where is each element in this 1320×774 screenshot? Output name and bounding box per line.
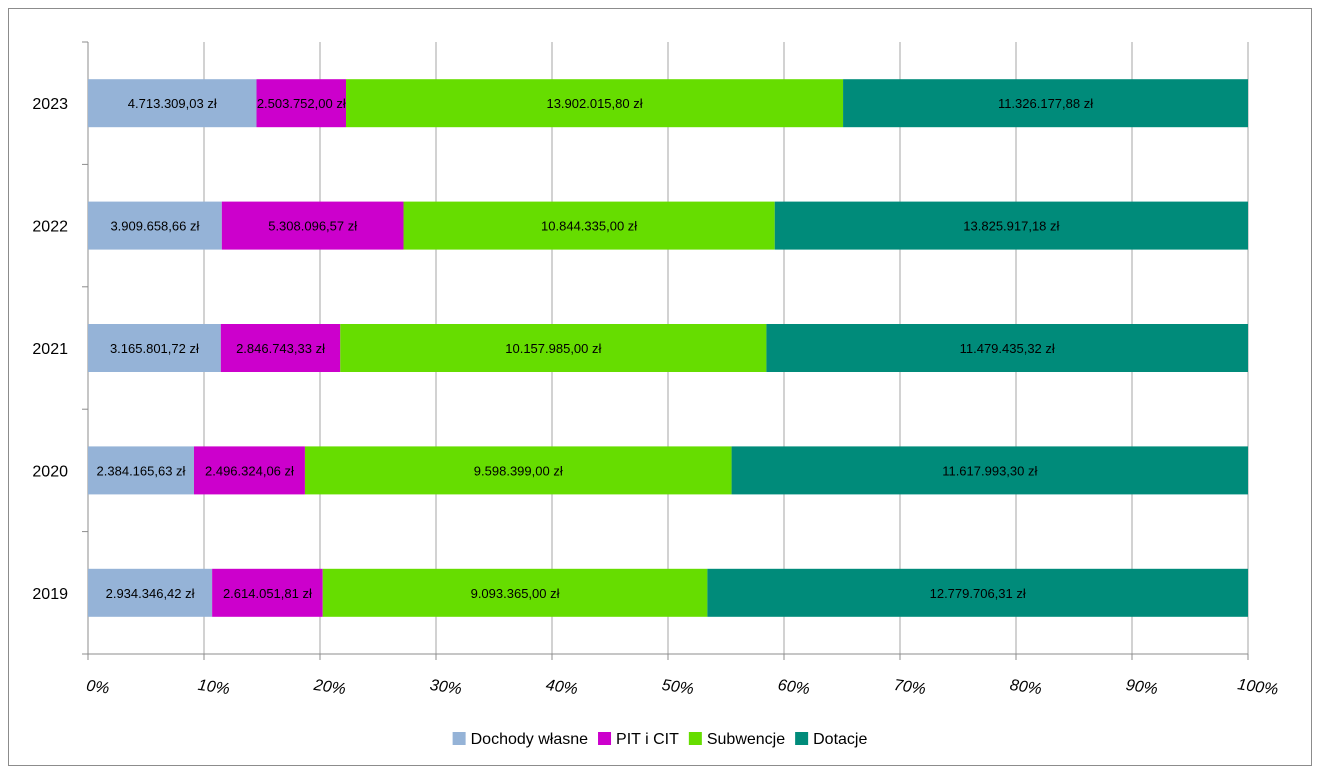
x-tick-label: 90%	[1125, 677, 1159, 698]
bar-segment	[193, 446, 305, 495]
x-tick-label: 50%	[661, 677, 695, 698]
data-label: 2.846.743,33 zł	[236, 341, 325, 356]
category-label: 2021	[32, 341, 68, 358]
bar-segment	[346, 79, 844, 128]
data-label: 13.825.917,18 zł	[963, 219, 1059, 234]
category-label: 2020	[32, 463, 68, 480]
bar-segment	[322, 568, 708, 617]
data-label: 11.617.993,30 zł	[942, 463, 1037, 478]
legend-swatch	[452, 732, 466, 745]
data-label: 2.503.752,00 zł	[257, 96, 346, 111]
x-tick-label: 40%	[545, 677, 579, 698]
bar-segment	[220, 324, 341, 372]
category-label: 2019	[32, 586, 68, 603]
legend: Dochody własne PIT i CIT Subwencje Dotacje	[452, 731, 867, 748]
data-labels: 2.934.346,42 zł 2.614.051,81 zł 9.093.365,…	[97, 96, 1094, 601]
bar-segment	[731, 446, 1248, 495]
bar-segment	[88, 79, 257, 128]
bar-segment	[340, 324, 767, 372]
x-tick-label: 70%	[893, 677, 927, 698]
data-label: 2.384.165,63 zł	[97, 463, 186, 478]
data-label: 10.157.985,00 zł	[505, 341, 601, 356]
x-tick-labels: 0% 10% 20% 30% 40% 50% 60% 70% 80% 90% 100%	[85, 676, 1279, 699]
data-label: 11.479.435,32 zł	[960, 341, 1055, 356]
data-label: 11.326.177,88 zł	[998, 96, 1093, 111]
bar-segment	[707, 568, 1248, 617]
data-label: 13.902.015,80 zł	[546, 96, 642, 111]
data-label: 3.165.801,72 zł	[110, 341, 199, 356]
bar-segment	[221, 201, 404, 250]
x-tick-label: 0%	[85, 677, 110, 697]
data-label: 9.093.365,00 zł	[471, 586, 560, 601]
legend-label: Dotacje	[813, 731, 867, 748]
legend-swatch	[688, 732, 702, 745]
x-tick-label: 60%	[777, 677, 811, 698]
category-labels: 2019 2020 2021 2022 2023	[32, 96, 68, 603]
chart-frame	[8, 8, 1312, 766]
data-label: 5.308.096,57 zł	[268, 219, 357, 234]
bar-segment	[774, 201, 1248, 250]
data-label: 12.779.706,31 zł	[930, 586, 1026, 601]
data-label: 2.496.324,06 zł	[205, 463, 294, 478]
legend-label: PIT i CIT	[616, 731, 679, 748]
bar-segment	[766, 324, 1248, 372]
bars	[88, 79, 1248, 617]
legend-swatch	[795, 732, 809, 745]
legend-label: Subwencje	[707, 731, 785, 748]
data-label: 2.614.051,81 zł	[223, 586, 312, 601]
data-label: 9.598.399,00 zł	[474, 463, 563, 478]
category-label: 2023	[32, 96, 68, 113]
data-label: 2.934.346,42 zł	[106, 586, 195, 601]
x-tick-label: 100%	[1236, 676, 1279, 699]
category-label: 2022	[32, 219, 68, 236]
bar-segment	[403, 201, 775, 250]
bar-segment	[88, 201, 222, 250]
x-tick-label: 20%	[312, 677, 347, 698]
bar-segment	[256, 79, 347, 128]
bar-segment	[88, 446, 194, 495]
bar-segment	[212, 568, 323, 617]
bar-segment	[88, 324, 221, 372]
x-tick-label: 80%	[1009, 677, 1043, 698]
x-tick-label: 10%	[197, 677, 231, 698]
x-tick-label: 30%	[429, 677, 463, 698]
bar-segment	[843, 79, 1248, 128]
data-label: 3.909.658,66 zł	[110, 219, 199, 234]
bar-segment	[88, 568, 213, 617]
data-label: 10.844.335,00 zł	[541, 219, 637, 234]
data-label: 4.713.309,03 zł	[128, 96, 217, 111]
legend-swatch	[598, 732, 612, 745]
bar-segment	[304, 446, 732, 495]
legend-label: Dochody własne	[471, 731, 589, 748]
